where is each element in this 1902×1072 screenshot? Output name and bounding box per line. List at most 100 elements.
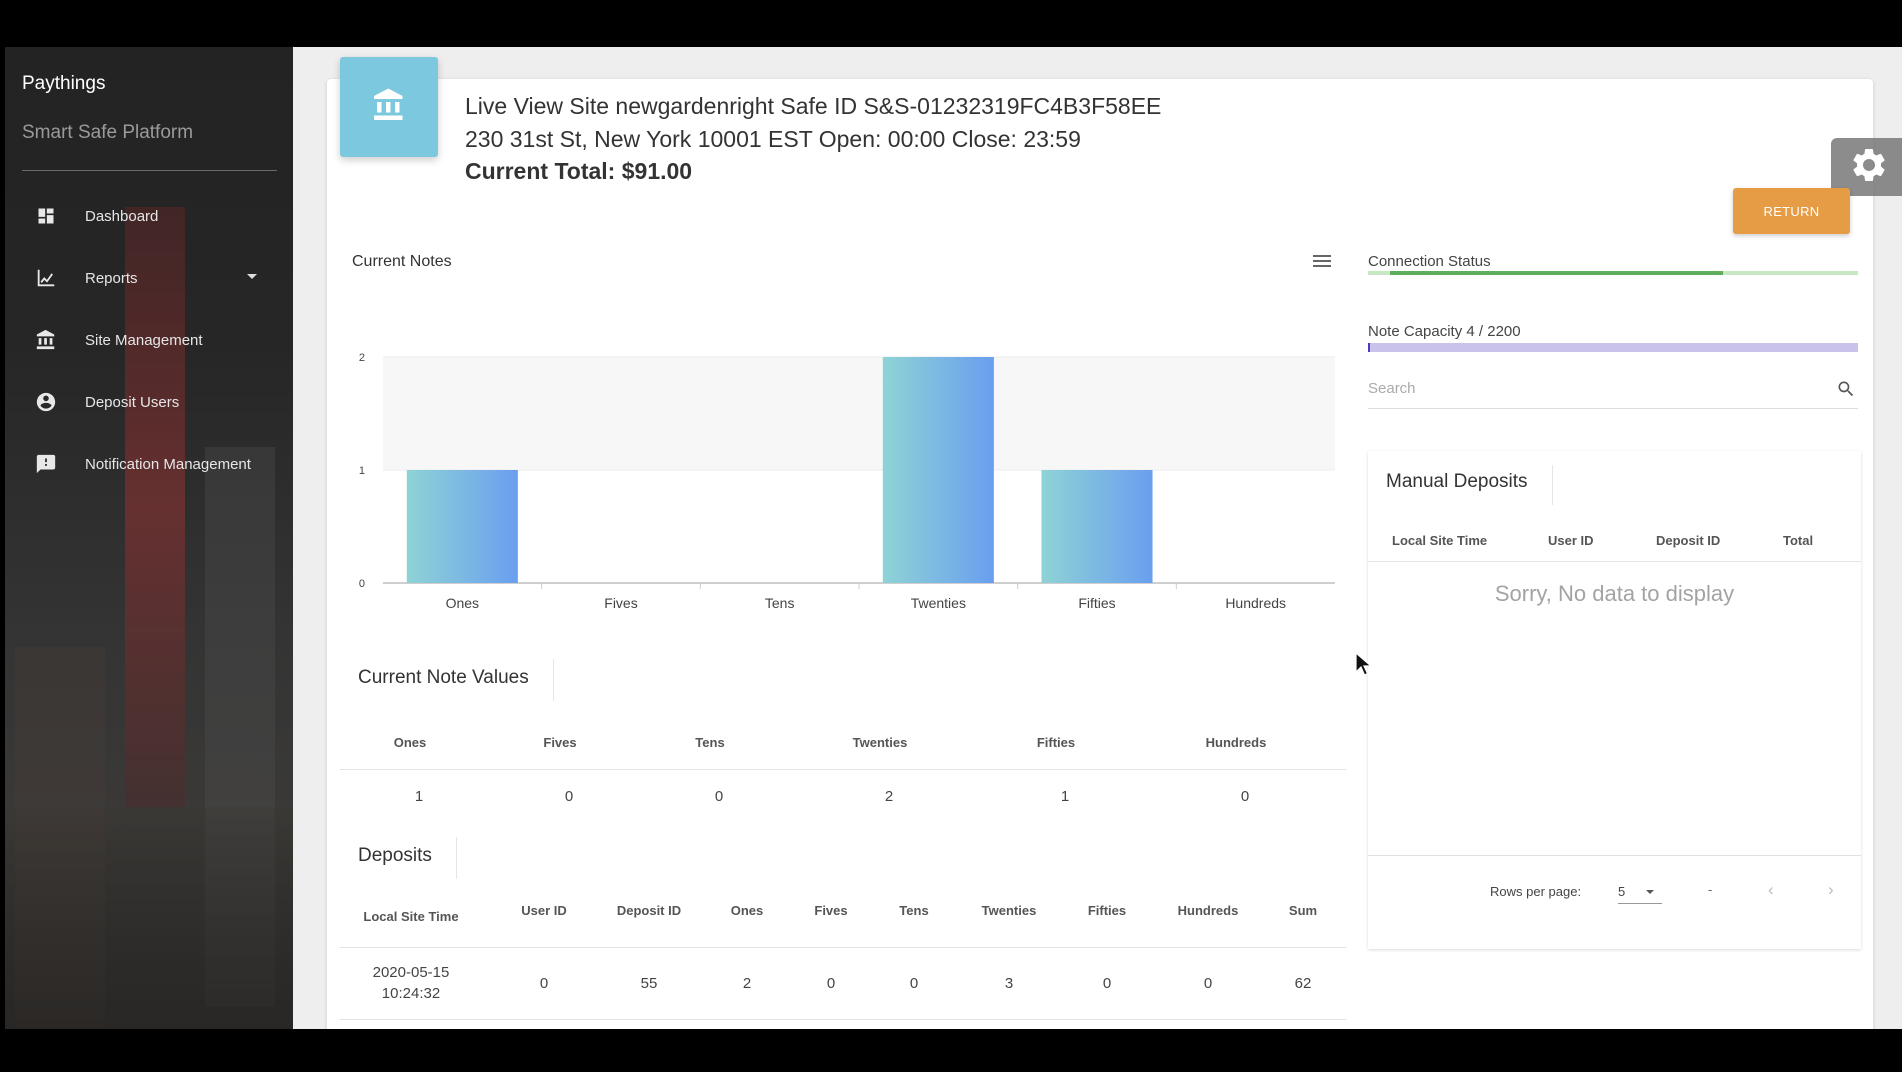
account-circle-icon [35,391,57,413]
chart-bar-fifties[interactable] [1041,470,1153,583]
table-cell: 3 [1004,975,1014,992]
column-header[interactable]: Deposit ID [1656,533,1721,548]
sidebar-divider [22,170,277,171]
sidebar-item-deposit-users[interactable]: Deposit Users [35,382,285,422]
column-header[interactable]: User ID [1548,533,1594,548]
chart-bar-twenties[interactable] [882,357,994,583]
manual-deposits-card: Manual Deposits Local Site Time User ID … [1368,451,1861,949]
sidebar-item-label: Site Management [85,331,203,349]
brand-name[interactable]: Paythings [22,73,106,94]
sidebar: Paythings Smart Safe Platform Dashboard … [5,47,293,1029]
bank-icon [371,87,407,128]
search-icon[interactable] [1836,379,1856,404]
column-header[interactable]: Fifties [1036,735,1076,750]
title-divider [553,659,554,701]
search-input[interactable] [1368,373,1808,403]
note-capacity-bar [1368,343,1858,352]
column-header[interactable]: Ones [393,735,427,750]
bank-icon [35,329,57,351]
table-cell: 0 [909,975,919,992]
note-values-title: Current Note Values [358,667,529,688]
site-header-icon [340,57,438,157]
current-note-values-card: Current Note Values [340,647,1346,825]
hamburger-icon [1313,255,1331,267]
column-header[interactable]: Sum [1288,903,1318,918]
rows-per-page-select[interactable]: 5 [1618,878,1662,904]
sidebar-item-label: Deposit Users [85,393,180,411]
current-notes-chart: 0 1 2 Ones Fives Tens Twenties Fifties Hundreds [359,352,1335,611]
column-header[interactable]: Fives [814,903,848,918]
column-header[interactable]: Local Site Time [363,909,459,924]
settings-button[interactable] [1831,138,1902,196]
column-header[interactable]: Twenties [981,903,1037,918]
row-divider [340,1019,1346,1020]
empty-message: Sorry, No data to display [1494,581,1735,606]
table-cell: 0 [1203,975,1213,992]
column-header[interactable]: Fifties [1087,903,1127,918]
feedback-icon [35,453,57,475]
previous-page-icon[interactable]: ‹ [1768,880,1774,899]
column-header[interactable]: Twenties [852,735,908,750]
sidebar-item-label: Reports [85,269,138,287]
table-cell: 0 [1102,975,1112,992]
caret-down-icon [1646,890,1654,894]
deposits-title: Deposits [358,845,432,866]
manual-deposits-title: Manual Deposits [1386,471,1528,492]
column-header[interactable]: Local Site Time [1392,533,1488,548]
current-total: Current Total: $91.00 [465,158,693,184]
table-pagination: Rows per page: 5 - ‹ › [1368,855,1861,949]
sidebar-background-street [5,807,293,1029]
table-cell: 0 [714,788,724,805]
deposit-time: 10:24:32 [381,985,441,1002]
sidebar-background-image [125,207,185,807]
title-divider [456,837,457,879]
connection-status-fill [1390,271,1724,275]
column-header[interactable]: Hundreds [1177,903,1239,918]
chart-plot-band [383,357,1335,470]
sidebar-item-notification-management[interactable]: Notification Management [35,444,285,484]
table-cell: 1 [1060,788,1070,805]
sidebar-item-label: Notification Management [85,455,251,473]
x-tick-label: Ones [446,595,479,611]
gear-icon [1849,145,1889,190]
column-header[interactable]: Ones [730,903,764,918]
column-header[interactable]: Tens [899,903,929,918]
y-tick-label: 2 [359,352,365,364]
sidebar-item-site-management[interactable]: Site Management [35,320,285,360]
table-cell: 1 [414,788,424,805]
table-cell: 0 [539,975,549,992]
table-cell: 62 [1294,975,1312,992]
brand-subtitle: Smart Safe Platform [22,122,194,143]
chart-bar-ones[interactable] [406,470,518,583]
site-title: Live View Site newgardenright Safe ID S&… [465,93,1162,119]
column-header[interactable]: Hundreds [1205,735,1267,750]
deposits-card: Deposits [340,825,1346,1029]
title-divider [1552,465,1553,505]
sidebar-item-label: Dashboard [85,207,159,225]
chart-title: Current Notes [352,253,452,270]
connection-status-label: Connection Status [1368,253,1491,270]
column-header[interactable]: Fives [543,735,577,750]
note-capacity-fill [1368,343,1370,352]
sidebar-item-reports[interactable]: Reports [35,258,285,298]
return-button[interactable]: RETURN [1733,188,1850,234]
column-header[interactable]: Tens [695,735,725,750]
note-capacity-label: Note Capacity 4 / 2200 [1368,323,1521,340]
next-page-icon[interactable]: › [1828,880,1834,899]
chart-menu-button[interactable] [1313,254,1333,270]
x-tick-label: Fives [604,595,637,611]
rows-per-page-value: 5 [1618,884,1626,899]
table-cell: 0 [564,788,574,805]
app-window: Paythings Smart Safe Platform Dashboard … [5,47,1902,1029]
column-header[interactable]: Deposit ID [616,903,682,918]
chart-icon [35,267,57,289]
table-cell: 55 [640,975,658,992]
site-address: 230 31st St, New York 10001 EST Open: 00… [465,126,1081,152]
table-cell: 0 [826,975,836,992]
dashboard-icon [35,205,57,227]
sidebar-item-dashboard[interactable]: Dashboard [35,196,285,236]
caret-down-icon[interactable] [247,274,257,279]
connection-status-bar [1368,271,1858,275]
column-header[interactable]: Total [1783,533,1814,548]
column-header[interactable]: User ID [521,903,567,918]
